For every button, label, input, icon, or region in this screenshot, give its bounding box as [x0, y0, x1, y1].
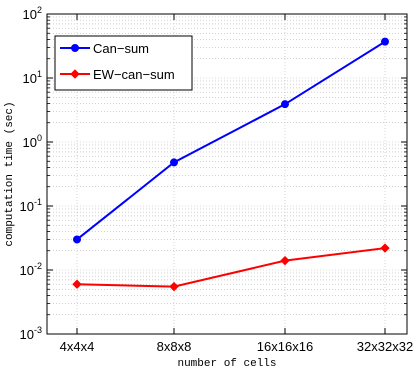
data-point-can-sum — [381, 37, 389, 46]
y-tick-label: 10-2 — [20, 261, 42, 278]
legend-marker-can-sum — [71, 44, 79, 52]
x-tick-label: 4x4x4 — [60, 339, 95, 354]
data-point-ew-can-sum — [280, 255, 290, 266]
y-tick-label: 100 — [23, 133, 42, 150]
data-point-can-sum — [73, 235, 81, 244]
plot-frame — [46, 13, 408, 335]
y-tick-label: 10-3 — [20, 325, 42, 342]
legend-marker-ew-can-sum — [70, 69, 80, 79]
series-line-can-sum — [76, 40, 386, 241]
y-tick-label: 101 — [23, 69, 42, 86]
legend-label-can-sum: Can−sum — [93, 41, 149, 56]
x-tick-label: 8x8x8 — [157, 339, 192, 354]
series-layer — [72, 37, 390, 292]
x-axis-title: number of cells — [177, 358, 276, 370]
data-point-ew-can-sum — [72, 279, 82, 289]
legend-box — [54, 35, 193, 91]
y-tick-label: 102 — [23, 5, 42, 22]
grid-layer — [47, 14, 407, 335]
x-tick-label: 16x16x16 — [257, 339, 313, 354]
tick-layer: 10-3 10-2 10-1 100 101 102 4x4x4 8x8x8 16x16x16 3… — [20, 5, 414, 354]
series-line-ew-can-sum — [76, 247, 386, 288]
data-point-can-sum — [170, 158, 178, 167]
legend-label-ew-can-sum: EW−can−sum — [93, 67, 175, 82]
data-point-ew-can-sum — [380, 243, 390, 253]
y-tick-label: 10-1 — [20, 197, 42, 214]
y-axis-title: computation time (sec) — [4, 101, 16, 246]
x-tick-label: 32x32x32 — [357, 339, 413, 354]
data-point-can-sum — [281, 100, 289, 109]
data-point-ew-can-sum — [169, 281, 179, 292]
legend: Can−sum EW−can−sum — [54, 35, 193, 91]
